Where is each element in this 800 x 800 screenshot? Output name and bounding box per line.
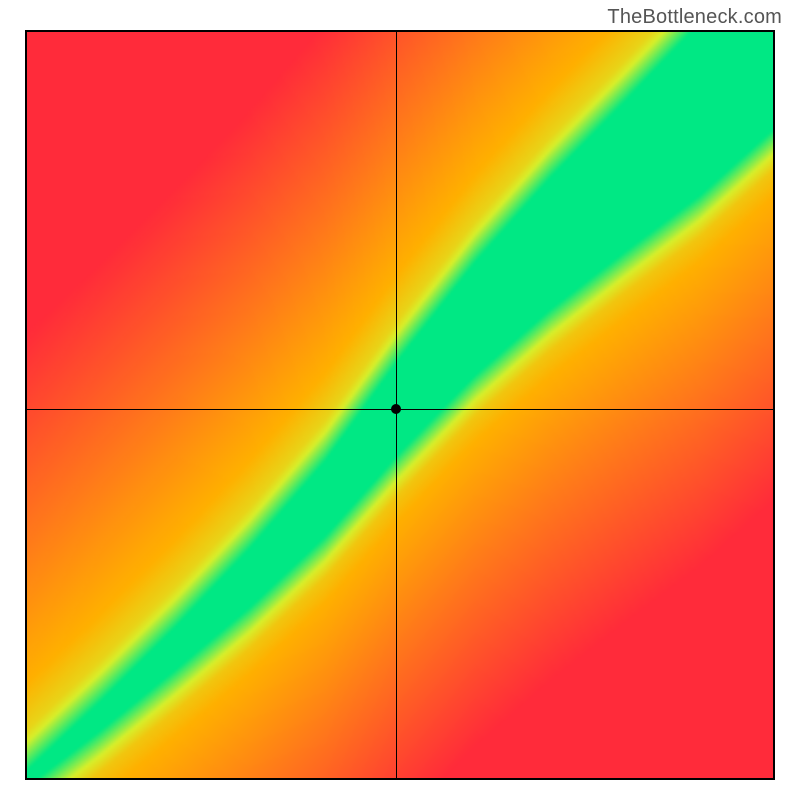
watermark-text: TheBottleneck.com xyxy=(607,6,782,29)
bottleneck-heatmap xyxy=(25,30,775,780)
operating-point-marker xyxy=(391,404,401,414)
